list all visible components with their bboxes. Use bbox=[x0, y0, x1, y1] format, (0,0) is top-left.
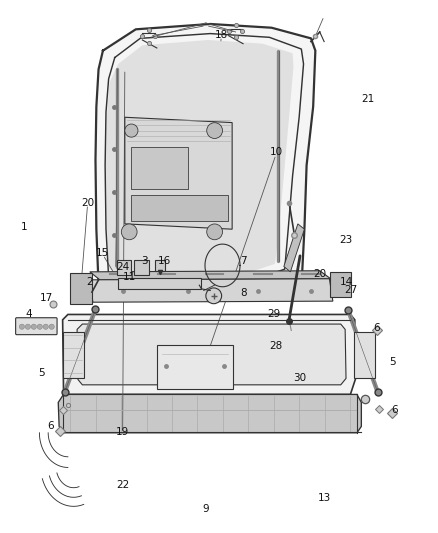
Circle shape bbox=[25, 324, 31, 329]
Circle shape bbox=[125, 124, 138, 137]
Bar bbox=[157, 345, 233, 389]
Circle shape bbox=[207, 123, 223, 139]
Text: 6: 6 bbox=[391, 406, 398, 415]
Text: 29: 29 bbox=[267, 310, 280, 319]
Bar bbox=[131, 195, 228, 221]
Polygon shape bbox=[125, 117, 232, 229]
Text: 8: 8 bbox=[240, 288, 247, 298]
Polygon shape bbox=[63, 314, 356, 394]
Polygon shape bbox=[77, 324, 346, 385]
Circle shape bbox=[31, 324, 36, 329]
Text: 27: 27 bbox=[344, 286, 357, 295]
Text: 2: 2 bbox=[86, 278, 93, 287]
Text: 1: 1 bbox=[21, 222, 28, 231]
Circle shape bbox=[49, 324, 54, 329]
Bar bbox=[70, 273, 92, 304]
Text: 16: 16 bbox=[158, 256, 171, 266]
Polygon shape bbox=[106, 40, 293, 276]
Text: 3: 3 bbox=[141, 256, 148, 266]
Circle shape bbox=[19, 324, 25, 329]
Polygon shape bbox=[90, 271, 331, 280]
Circle shape bbox=[121, 224, 137, 240]
Bar bbox=[134, 260, 149, 275]
Circle shape bbox=[206, 288, 222, 304]
Text: 24: 24 bbox=[116, 262, 129, 271]
Text: 13: 13 bbox=[318, 494, 331, 503]
Text: 23: 23 bbox=[339, 235, 353, 245]
Text: 28: 28 bbox=[269, 342, 283, 351]
Text: 19: 19 bbox=[116, 427, 129, 437]
Text: 7: 7 bbox=[240, 256, 247, 266]
Polygon shape bbox=[95, 24, 315, 290]
Text: 4: 4 bbox=[25, 310, 32, 319]
Text: 6: 6 bbox=[373, 323, 380, 333]
Text: 18: 18 bbox=[215, 30, 228, 39]
Text: 6: 6 bbox=[47, 422, 54, 431]
Text: 5: 5 bbox=[389, 358, 396, 367]
Text: 30: 30 bbox=[293, 374, 307, 383]
Text: 22: 22 bbox=[116, 480, 129, 490]
Polygon shape bbox=[58, 394, 361, 433]
Text: 17: 17 bbox=[39, 294, 53, 303]
Polygon shape bbox=[284, 224, 304, 272]
Text: 15: 15 bbox=[96, 248, 110, 258]
Bar bbox=[117, 260, 131, 275]
Text: 5: 5 bbox=[38, 368, 45, 378]
Circle shape bbox=[37, 324, 42, 329]
Circle shape bbox=[207, 224, 223, 240]
FancyBboxPatch shape bbox=[16, 318, 57, 335]
Bar bbox=[330, 272, 351, 297]
Text: 11: 11 bbox=[123, 272, 136, 282]
Bar bbox=[63, 332, 84, 378]
Bar bbox=[118, 278, 201, 289]
Text: 14: 14 bbox=[339, 278, 353, 287]
Circle shape bbox=[43, 324, 48, 329]
Text: 21: 21 bbox=[361, 94, 374, 103]
Polygon shape bbox=[90, 279, 333, 302]
Bar bbox=[354, 332, 375, 378]
Text: 20: 20 bbox=[81, 198, 94, 207]
Bar bbox=[155, 260, 165, 271]
Text: 10: 10 bbox=[269, 147, 283, 157]
Text: 9: 9 bbox=[202, 504, 209, 514]
Text: 20: 20 bbox=[313, 270, 326, 279]
Bar bbox=[131, 147, 188, 189]
